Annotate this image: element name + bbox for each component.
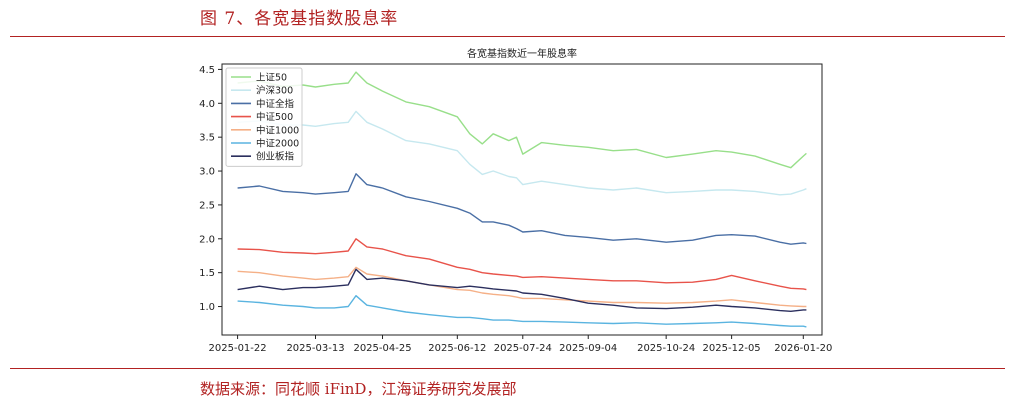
legend-entry: 上证50 bbox=[256, 73, 287, 84]
series-line-2 bbox=[237, 110, 807, 196]
series-line-3 bbox=[237, 173, 807, 245]
legend-entry: 沪深300 bbox=[256, 85, 293, 97]
plot-frame bbox=[221, 63, 823, 336]
x-tick-label: 2025-06-12 bbox=[428, 343, 486, 354]
legend-entry: 中证全指 bbox=[256, 98, 295, 110]
y-tick-label: 1.0 bbox=[199, 302, 215, 313]
y-axis: 1.0 1.5 2.0 2.5 3.0 3.5 4.0 4.5 bbox=[199, 65, 222, 313]
x-axis: 2025-01-22 2025-03-13 2025-04-25 2025-06-12… bbox=[209, 335, 832, 354]
series-lines bbox=[237, 71, 807, 328]
x-tick-label: 2025-03-13 bbox=[286, 343, 344, 354]
series-line-5 bbox=[237, 266, 807, 308]
y-tick-label: 3.5 bbox=[199, 133, 215, 144]
top-rule bbox=[10, 36, 1005, 37]
series-line-4 bbox=[237, 238, 807, 291]
legend-entry: 中证500 bbox=[256, 111, 293, 123]
series-line-6 bbox=[237, 295, 807, 328]
legend-entry: 中证2000 bbox=[256, 138, 299, 150]
y-tick-label: 1.5 bbox=[199, 268, 215, 279]
x-tick-label: 2025-09-04 bbox=[559, 343, 617, 354]
y-tick-label: 4.5 bbox=[199, 65, 215, 76]
legend-entry: 中证1000 bbox=[256, 124, 299, 136]
x-tick-label: 2025-12-05 bbox=[703, 343, 761, 354]
x-tick-label: 2025-01-22 bbox=[209, 343, 267, 354]
data-source: 数据来源：同花顺 iFinD，江海证券研究发展部 bbox=[200, 380, 517, 398]
series-line-7 bbox=[237, 268, 807, 312]
x-tick-label: 2025-10-24 bbox=[637, 343, 695, 354]
y-tick-label: 4.0 bbox=[199, 99, 215, 110]
y-tick-label: 3.0 bbox=[199, 167, 215, 178]
x-tick-label: 2025-07-24 bbox=[494, 343, 552, 354]
x-tick-label: 2026-01-20 bbox=[774, 343, 832, 354]
line-chart: 各宽基指数近一年股息率 1.0 1.5 2.0 2.5 3.0 3.5 4.0 4.5 202… bbox=[199, 47, 832, 354]
chart-title: 各宽基指数近一年股息率 bbox=[467, 47, 577, 60]
y-tick-label: 2.0 bbox=[199, 234, 215, 245]
bottom-rule bbox=[10, 368, 1005, 369]
legend-box bbox=[225, 67, 303, 167]
series-line-1 bbox=[237, 71, 807, 169]
x-tick-label: 2025-04-25 bbox=[353, 343, 411, 354]
legend-entry: 创业板指 bbox=[256, 151, 295, 163]
figure-title: 图 7、各宽基指数股息率 bbox=[200, 9, 399, 29]
y-tick-label: 2.5 bbox=[199, 200, 215, 211]
